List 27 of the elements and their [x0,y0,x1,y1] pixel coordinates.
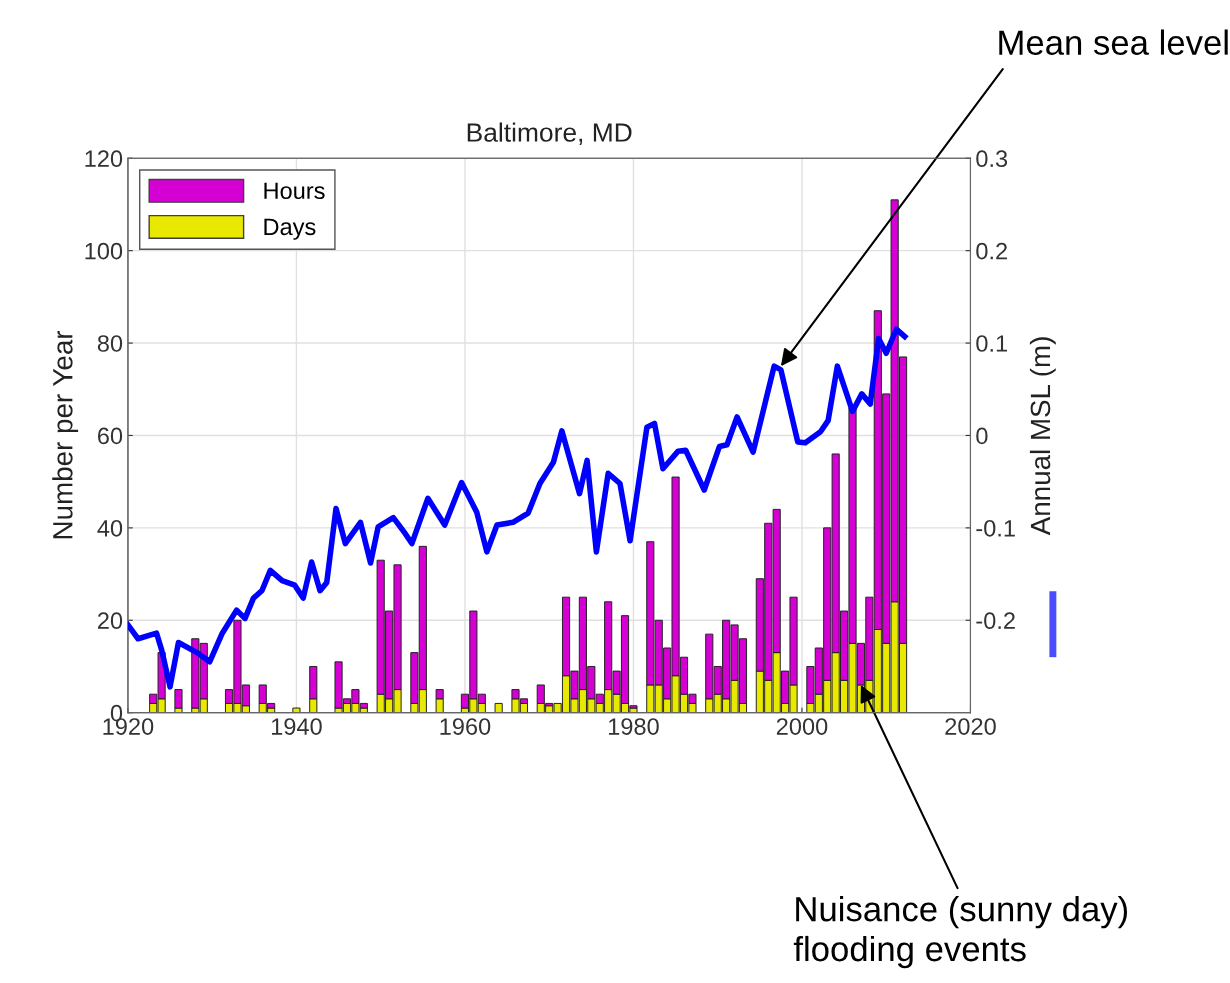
annotation: Nuisance (sunny day) flooding events [793,895,1128,969]
x-tick-label: 1940 [271,718,322,735]
y-tick-label: 60 [98,427,123,445]
y-tick-label: 40 [97,519,123,537]
y2-tick-label: -0.1 [976,519,1015,537]
x-tick-label: 2000 [776,718,828,735]
y2-axis-title: Annual MSL (m) [1029,337,1056,536]
y2-tick-label: 0.1 [976,335,1007,352]
y-tick-label: 100 [85,242,123,260]
y2-tick-label: -0.2 [976,612,1015,630]
y-axis-title: Number per Year [52,330,79,539]
y-tick-label: 80 [97,335,123,352]
y2-tick-label: 0 [976,427,988,445]
bar [494,702,503,713]
x-tick-label: 1980 [608,718,659,735]
chart-title: Baltimore, MD [467,122,632,145]
bar [292,707,301,713]
y2-tick-label: 0.2 [976,242,1007,260]
y2-tick-label: 0.3 [976,150,1008,168]
annotation: Mean sea level [999,29,1228,55]
legend-label: Hours [264,182,325,200]
x-tick-label: 2020 [945,718,996,735]
x-tick-label: 1960 [440,718,491,735]
y-tick-label: 20 [97,612,123,630]
bar [174,689,183,709]
y-tick-label: 120 [85,150,123,168]
legend-label: Days [264,218,316,240]
